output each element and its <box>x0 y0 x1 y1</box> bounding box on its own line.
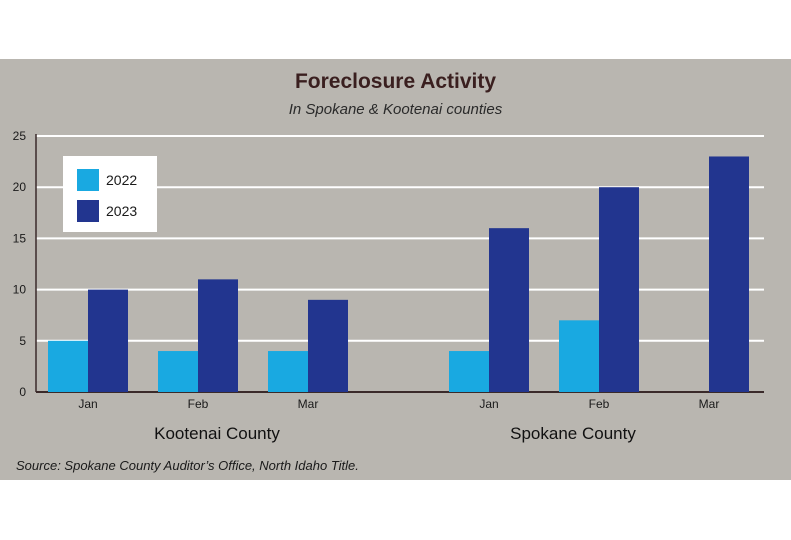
y-tick-label: 10 <box>13 283 27 297</box>
legend-swatch-2023 <box>77 200 99 222</box>
source-note: Source: Spokane County Auditor’s Office,… <box>16 458 359 473</box>
group-label: Kootenai County <box>154 424 280 443</box>
y-tick-label: 5 <box>19 334 26 348</box>
legend-label: 2023 <box>106 203 137 219</box>
x-tick-label: Feb <box>188 397 209 411</box>
bar-2023 <box>489 228 529 392</box>
y-tick-label: 0 <box>19 385 26 399</box>
y-tick-label: 25 <box>13 129 27 143</box>
bar-2023 <box>198 279 238 392</box>
bar-2023 <box>709 156 749 392</box>
y-tick-label: 15 <box>13 231 27 245</box>
bar-2023 <box>308 299 348 392</box>
x-tick-label: Feb <box>589 397 610 411</box>
chart-subtitle: In Spokane & Kootenai counties <box>288 101 503 118</box>
bar-2023 <box>599 187 639 392</box>
x-tick-label: Jan <box>78 397 97 411</box>
chart-title: Foreclosure Activity <box>294 70 497 93</box>
bar-2022 <box>48 340 88 392</box>
bar-2022 <box>449 351 489 392</box>
x-tick-label: Mar <box>298 397 319 411</box>
chart-background <box>0 59 791 480</box>
y-tick-label: 20 <box>13 180 27 194</box>
bar-2022 <box>559 320 599 392</box>
legend-label: 2022 <box>106 172 137 188</box>
bar-2022 <box>268 351 308 392</box>
x-tick-label: Mar <box>699 397 720 411</box>
bar-2022 <box>158 351 198 392</box>
legend-swatch-2022 <box>77 169 99 191</box>
x-tick-label: Jan <box>479 397 498 411</box>
group-label: Spokane County <box>510 424 636 443</box>
bar-2023 <box>88 289 128 392</box>
